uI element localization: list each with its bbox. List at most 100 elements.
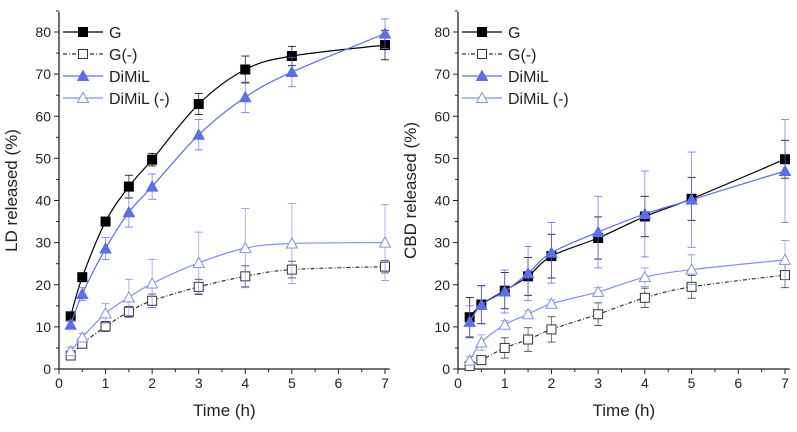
data-point (463, 354, 477, 366)
y-tick-label: 0 (43, 361, 51, 377)
data-point (64, 318, 77, 330)
legend-label: G (109, 25, 121, 42)
x-tick-label: 0 (55, 375, 63, 391)
x-tick-label: 7 (781, 375, 789, 391)
data-point (192, 128, 206, 140)
x-axis-label: Time (h) (193, 401, 256, 420)
data-point (685, 193, 698, 205)
legend-marker (78, 27, 88, 37)
series-dimil (463, 240, 792, 366)
series-line (469, 158, 786, 318)
series-dimil (64, 18, 392, 330)
y-tick-label: 70 (434, 66, 450, 82)
series-g (65, 259, 390, 361)
legend-marker (475, 69, 489, 81)
y-tick-label: 30 (434, 235, 450, 251)
legend-entry: G (63, 25, 121, 42)
x-tick-label: 2 (148, 375, 156, 391)
legend-marker (477, 27, 487, 37)
legend-label: G (508, 25, 520, 42)
legend-entry: DiMiL (-) (462, 91, 569, 108)
data-point (521, 307, 535, 320)
x-tick-label: 7 (381, 375, 389, 391)
data-point (378, 236, 392, 248)
data-point (778, 164, 792, 177)
data-point (238, 241, 252, 254)
y-tick-label: 60 (35, 108, 51, 124)
data-point (498, 318, 512, 330)
y-tick-label: 10 (434, 319, 450, 335)
y-tick-label: 50 (434, 150, 450, 166)
legend-entry: G(-) (63, 47, 137, 64)
series-line (70, 242, 386, 352)
data-point (64, 344, 77, 357)
data-point (476, 355, 487, 366)
data-point (99, 241, 112, 254)
x-tick-label: 1 (501, 375, 509, 391)
data-point (499, 342, 510, 353)
y-tick-label: 50 (35, 150, 51, 166)
legend-marker (76, 69, 90, 81)
x-tick-label: 0 (454, 375, 462, 391)
legend-marker (78, 49, 88, 59)
data-point (122, 290, 136, 303)
y-tick-label: 40 (35, 193, 51, 209)
series-line (469, 274, 786, 367)
legend-label: G(-) (109, 47, 137, 64)
data-point (238, 90, 252, 103)
data-point (122, 205, 136, 218)
data-point (591, 285, 605, 297)
legend-marker (475, 91, 489, 103)
legend-entry: DiMiL (-) (63, 91, 170, 108)
legend-entry: G(-) (462, 47, 536, 64)
x-tick-label: 3 (594, 375, 602, 391)
series-line (70, 266, 386, 356)
data-point (591, 225, 605, 238)
data-point (99, 306, 112, 319)
data-point (145, 276, 159, 289)
x-tick-label: 3 (195, 375, 203, 391)
x-tick-label: 6 (734, 375, 742, 391)
data-point (593, 309, 604, 320)
series-line (469, 259, 786, 361)
x-tick-label: 6 (335, 375, 343, 391)
series-dimil (64, 203, 392, 357)
x-tick-label: 4 (641, 375, 649, 391)
legend-entry: G (462, 25, 520, 42)
data-point (545, 297, 558, 309)
data-point (77, 272, 88, 283)
legend-label: DiMiL (-) (508, 91, 569, 108)
y-tick-label: 80 (434, 24, 450, 40)
y-tick-label: 80 (35, 24, 51, 40)
data-point (123, 181, 134, 192)
data-point (638, 270, 652, 283)
data-point (192, 256, 206, 268)
data-point (193, 99, 204, 110)
series-g (464, 139, 790, 338)
data-point (147, 154, 158, 165)
data-point (378, 27, 392, 39)
x-axis-label: Time (h) (593, 401, 656, 420)
data-point (546, 324, 557, 335)
legend-marker (477, 49, 487, 59)
y-axis-label: CBD released (%) (401, 122, 420, 259)
x-tick-label: 5 (288, 375, 296, 391)
legend-label: DiMiL (508, 69, 549, 86)
x-tick-label: 4 (241, 375, 249, 391)
data-point (75, 330, 89, 343)
data-point (523, 334, 534, 345)
legend-label: DiMiL (-) (109, 91, 170, 108)
x-tick-label: 1 (102, 375, 110, 391)
y-tick-label: 30 (35, 235, 51, 251)
series-dimil (463, 119, 792, 339)
y-tick-label: 20 (35, 277, 51, 293)
data-point (240, 64, 251, 75)
legend-entry: DiMiL (63, 69, 150, 86)
data-point (100, 216, 111, 227)
legend-entry: DiMiL (462, 69, 549, 86)
legend-label: G(-) (508, 47, 536, 64)
data-point (638, 207, 652, 219)
data-point (639, 292, 650, 303)
y-tick-label: 20 (434, 277, 450, 293)
